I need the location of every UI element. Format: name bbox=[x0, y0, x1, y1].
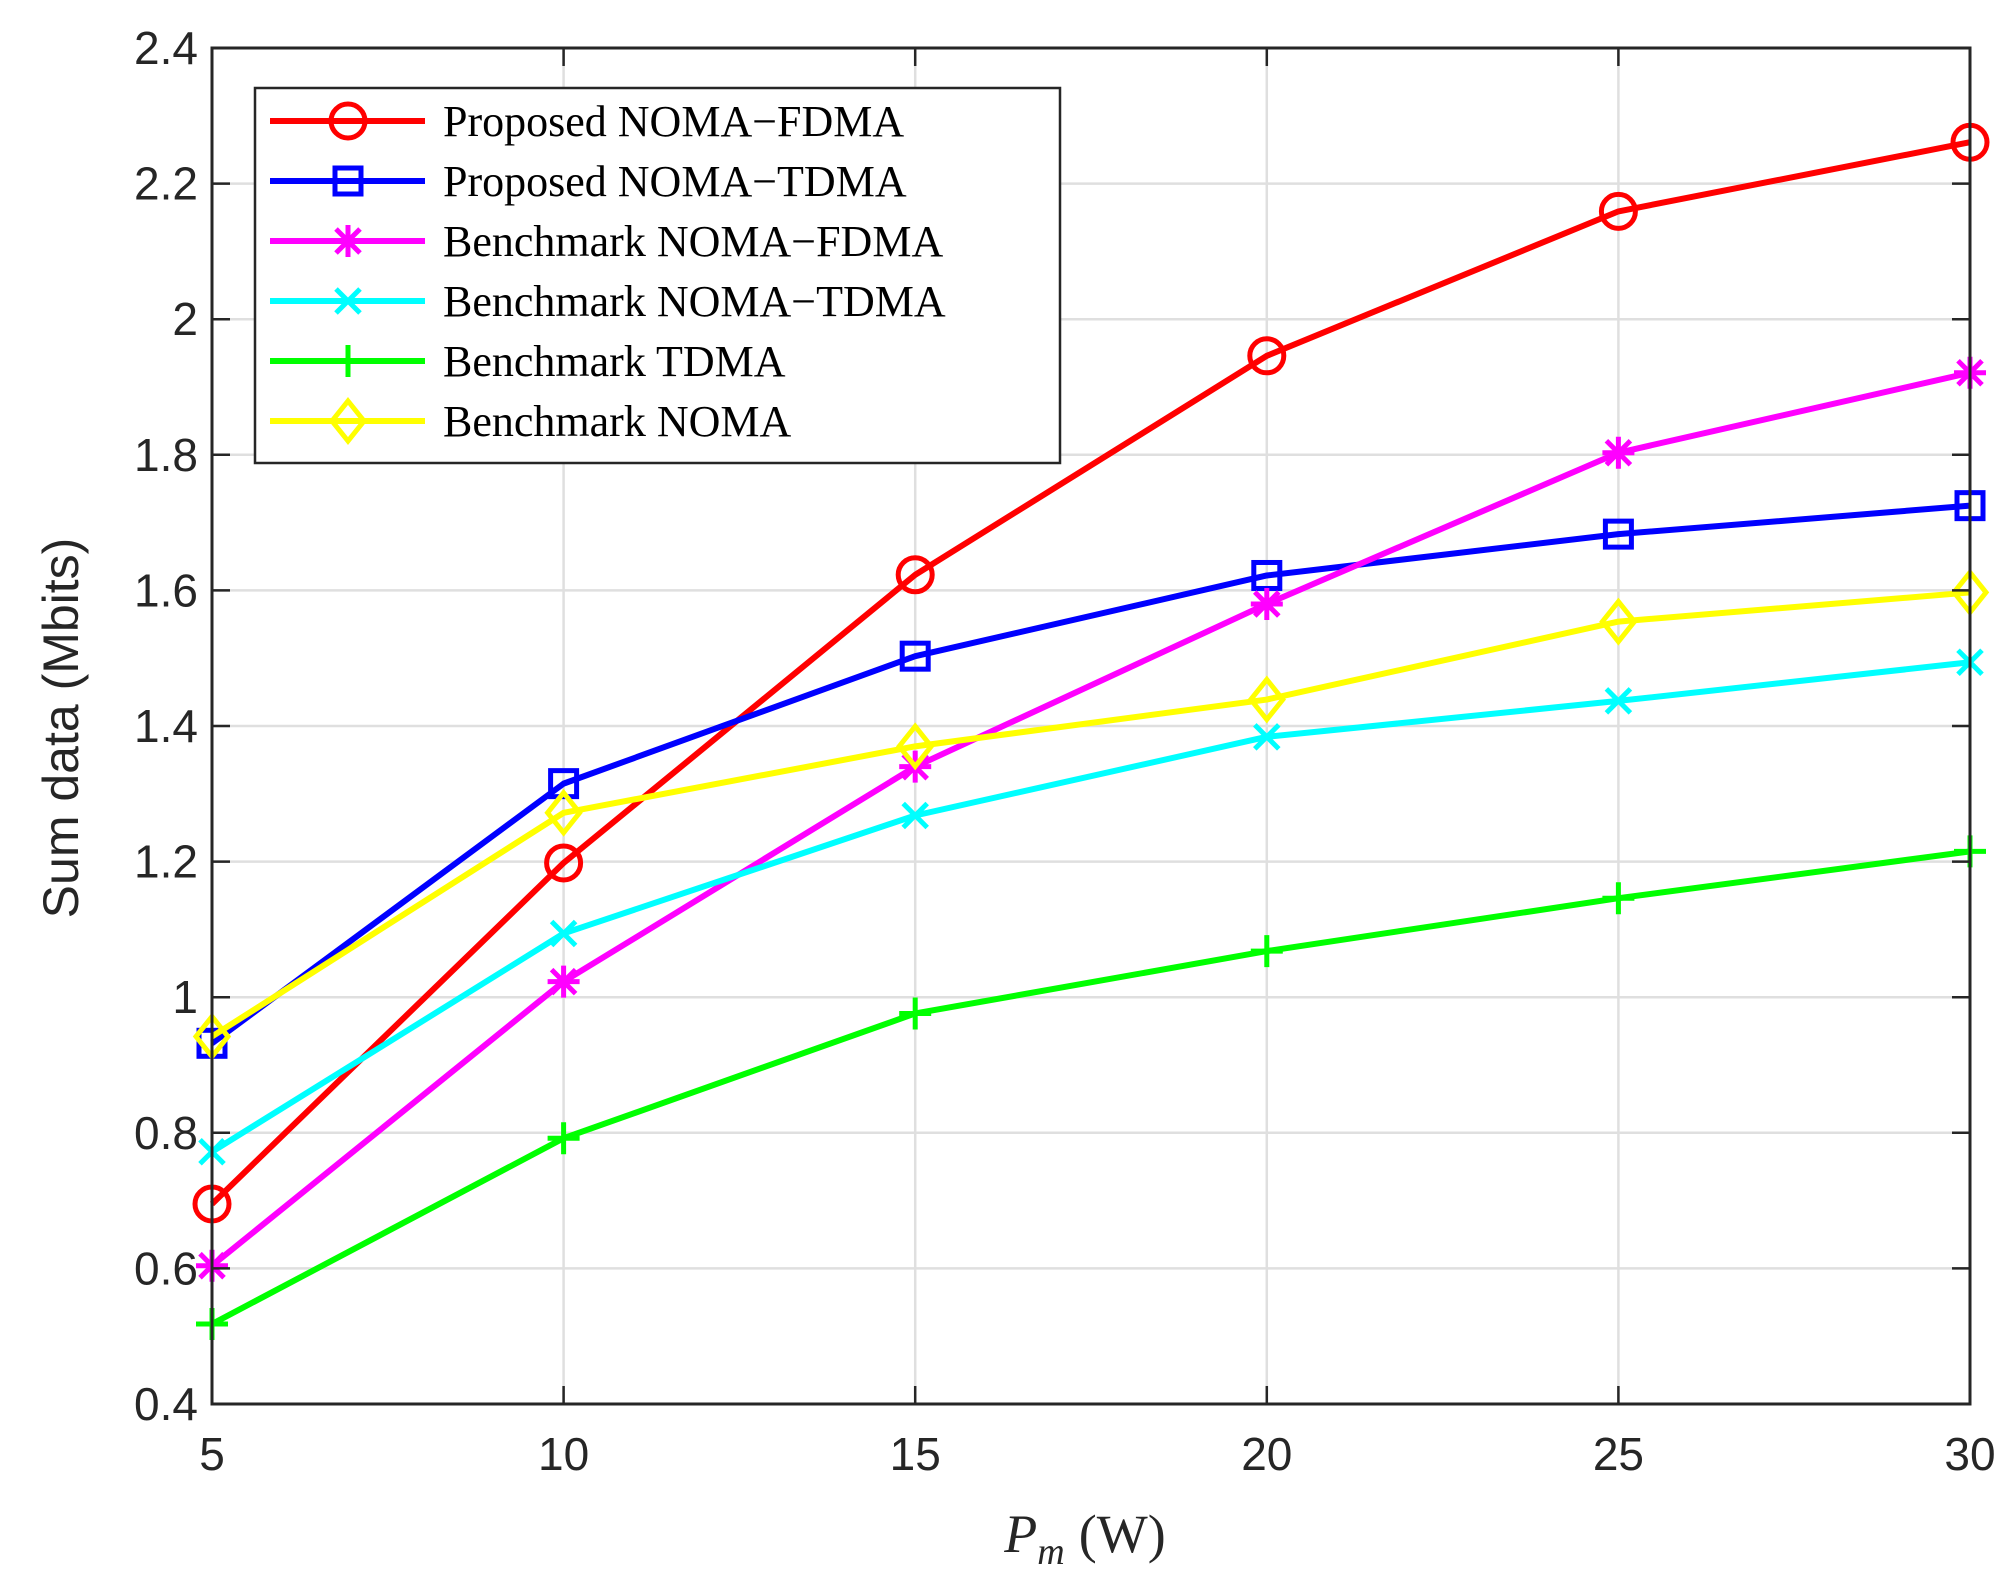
legend-items: Proposed NOMA−FDMA Proposed NOMA−TDMA Benc… bbox=[270, 97, 946, 446]
x-axis-label: Pm (W) bbox=[1003, 1504, 1165, 1573]
y-tick-label: 0.8 bbox=[134, 1107, 198, 1159]
x-tick-label: 30 bbox=[1944, 1428, 1995, 1480]
data-point-marker bbox=[1602, 882, 1635, 915]
legend: Proposed NOMA−FDMA Proposed NOMA−TDMA Benc… bbox=[253, 86, 1062, 465]
y-axis-label: Sum data (Mbits) bbox=[33, 538, 89, 919]
y-tick-labels: 0.4 0.6 0.8 1 1.2 1.4 1.6 1.8 2 2.2 2.4 bbox=[134, 22, 198, 1430]
data-point-marker bbox=[544, 788, 583, 837]
x-axis-label-symbol: P bbox=[1003, 1504, 1037, 1564]
legend-label: Benchmark NOMA bbox=[443, 397, 791, 446]
legend-label: Benchmark TDMA bbox=[443, 337, 786, 386]
series-line bbox=[210, 589, 1971, 1040]
data-point-marker bbox=[1602, 518, 1634, 550]
x-tick-label: 5 bbox=[199, 1428, 225, 1480]
series-line bbox=[210, 848, 1971, 1327]
legend-item: Proposed NOMA−FDMA bbox=[270, 97, 904, 146]
data-point-marker bbox=[1604, 687, 1633, 715]
legend-label: Benchmark NOMA−TDMA bbox=[443, 277, 946, 326]
y-tick-label: 2 bbox=[172, 293, 198, 345]
data-point-marker bbox=[1250, 935, 1283, 968]
legend-label: Proposed NOMA−FDMA bbox=[443, 97, 904, 146]
x-tick-label: 20 bbox=[1241, 1428, 1292, 1480]
x-axis-label-subscript: m bbox=[1037, 1531, 1064, 1573]
data-point-marker bbox=[1247, 675, 1287, 724]
data-point-marker bbox=[895, 722, 935, 771]
data-point-marker bbox=[328, 101, 368, 141]
data-point-marker bbox=[549, 919, 578, 948]
y-tick-label: 1.4 bbox=[134, 700, 198, 752]
legend-label: Proposed NOMA−TDMA bbox=[443, 157, 907, 206]
data-point-marker bbox=[895, 555, 935, 595]
legend-item: Benchmark NOMA bbox=[270, 396, 791, 446]
data-point-marker bbox=[332, 225, 364, 257]
data-point-marker bbox=[1599, 597, 1638, 646]
data-point-marker bbox=[544, 843, 584, 883]
data-point-marker bbox=[1253, 723, 1281, 751]
data-point-marker bbox=[1247, 336, 1287, 376]
y-tick-label: 1.6 bbox=[134, 564, 198, 616]
x-tick-label: 25 bbox=[1593, 1428, 1644, 1480]
y-tick-label: 2.2 bbox=[134, 158, 198, 210]
series-group bbox=[192, 122, 1990, 1340]
series-line bbox=[210, 659, 1971, 1155]
legend-item: Benchmark TDMA bbox=[270, 337, 786, 386]
data-point-marker bbox=[899, 997, 932, 1030]
series-line bbox=[209, 139, 1971, 1207]
data-point-marker bbox=[328, 396, 368, 446]
data-point-marker bbox=[1598, 191, 1638, 231]
y-tick-label: 0.6 bbox=[134, 1242, 198, 1294]
x-axis-label-unit: (W) bbox=[1079, 1504, 1166, 1564]
data-point-marker bbox=[1250, 587, 1283, 620]
y-tick-label: 1.2 bbox=[134, 836, 198, 888]
x-tick-labels: 5 10 15 20 25 30 bbox=[199, 1428, 1995, 1480]
data-point-marker bbox=[901, 801, 929, 830]
series-line bbox=[210, 369, 1971, 1269]
legend-item: Benchmark NOMA−FDMA bbox=[270, 217, 943, 266]
x-tick-label: 15 bbox=[890, 1428, 941, 1480]
legend-item: Proposed NOMA−TDMA bbox=[270, 157, 907, 206]
legend-item: Benchmark NOMA−TDMA bbox=[270, 277, 946, 326]
data-point-marker bbox=[547, 1122, 580, 1155]
series-line bbox=[210, 502, 1971, 1046]
data-point-marker bbox=[334, 287, 362, 315]
data-point-marker bbox=[1602, 436, 1635, 469]
series-benchmark-noma bbox=[192, 568, 1990, 1061]
tick-marks bbox=[210, 46, 1972, 1406]
legend-label: Benchmark NOMA−FDMA bbox=[443, 217, 943, 266]
data-point-marker bbox=[332, 165, 364, 197]
series-benchmark-noma-tdma bbox=[198, 648, 1984, 1166]
series-proposed-noma-fdma bbox=[192, 122, 1990, 1224]
y-tick-label: 0.4 bbox=[134, 1378, 198, 1430]
data-point-marker bbox=[547, 965, 580, 998]
y-tick-label: 2.4 bbox=[134, 22, 198, 74]
data-point-marker bbox=[899, 640, 931, 672]
legend-box bbox=[253, 86, 1062, 465]
data-point-marker bbox=[332, 345, 364, 377]
y-tick-label: 1.8 bbox=[134, 429, 198, 481]
x-tick-label: 10 bbox=[538, 1428, 589, 1480]
y-tick-label: 1 bbox=[172, 971, 198, 1023]
